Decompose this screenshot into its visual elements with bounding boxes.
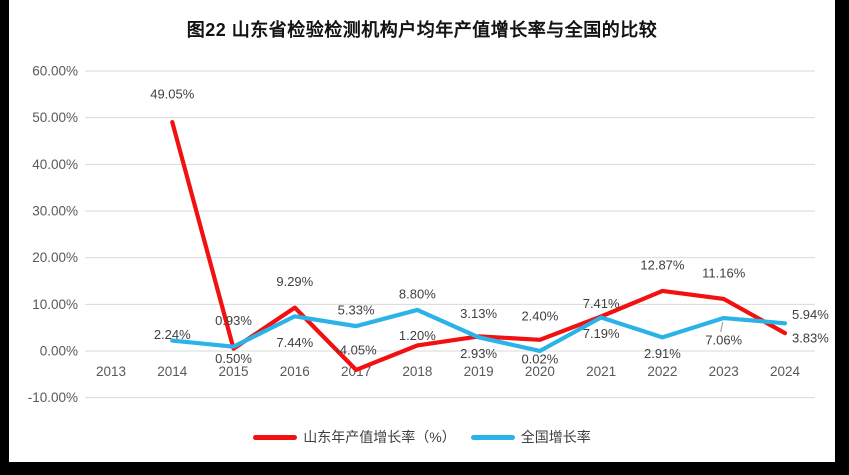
screen-edge-bottom-bar [0, 462, 849, 475]
y-axis-tick-label: 50.00% [32, 110, 78, 125]
x-axis-tick-label: 2015 [219, 364, 249, 379]
data-label: 7.44% [276, 335, 313, 350]
legend-item-national: 全国增长率 [470, 427, 591, 447]
x-axis-tick-label: 2016 [280, 364, 310, 379]
data-label: 7.19% [583, 326, 620, 341]
y-axis-tick-label: -10.00% [28, 390, 78, 405]
data-label: 5.94% [792, 307, 829, 322]
data-label: -4.05% [335, 342, 377, 357]
data-label: 2.91% [644, 346, 681, 361]
legend-swatch-shandong-line [253, 434, 298, 440]
x-axis-tick-label: 2022 [647, 364, 677, 379]
y-axis-tick-label: 40.00% [32, 157, 78, 172]
screen-edge-left-bar [0, 0, 9, 475]
y-axis-tick-label: 0.00% [40, 344, 78, 359]
data-label: 2.24% [154, 327, 191, 342]
data-label: 49.05% [150, 87, 195, 102]
legend-label-shandong: 山东年产值增长率（%） [303, 429, 456, 445]
data-label: 2.40% [521, 308, 558, 323]
data-label-leader-line [720, 321, 724, 333]
x-axis-tick-label: 2014 [157, 364, 188, 379]
data-label: 0.50% [215, 351, 252, 366]
legend-item-shandong: 山东年产值增长率（%） [253, 427, 456, 447]
chart-legend: 山东年产值增长率（%） 全国增长率 [9, 427, 835, 447]
y-axis-tick-label: 20.00% [32, 250, 78, 265]
data-label: 1.20% [399, 328, 436, 343]
data-label: 3.13% [460, 306, 497, 321]
data-label: 0.93% [215, 313, 252, 328]
data-label: 12.87% [640, 257, 685, 272]
data-label: 8.80% [399, 286, 436, 301]
data-label: 7.41% [583, 296, 620, 311]
legend-swatch-national-line [470, 434, 515, 440]
y-axis-tick-label: 10.00% [32, 297, 78, 312]
series-line-national [170, 307, 788, 354]
data-label: 3.83% [792, 331, 829, 346]
data-label: 9.29% [276, 274, 313, 289]
y-axis-tick-label: 30.00% [32, 204, 78, 219]
x-axis-tick-label: 2018 [402, 364, 432, 379]
data-label: 7.06% [705, 333, 742, 348]
data-label: 0.02% [521, 351, 558, 366]
chart-title: 图22 山东省检验检测机构户均年产值增长率与全国的比较 [186, 20, 658, 40]
data-label: 11.16% [702, 265, 746, 280]
x-axis-tick-label: 2024 [770, 364, 801, 379]
x-axis-tick-label: 2020 [525, 364, 555, 379]
x-axis-tick-label: 2023 [709, 364, 739, 379]
x-axis-tick-label: 2013 [96, 364, 126, 379]
x-axis-tick-label: 2021 [586, 364, 616, 379]
y-axis-tick-label: 60.00% [32, 64, 78, 79]
screen-edge-right-bar [835, 0, 849, 475]
x-axis-tick-label: 2019 [464, 364, 494, 379]
legend-label-national: 全国增长率 [520, 429, 591, 445]
data-label: 5.33% [338, 303, 375, 318]
data-label: 2.93% [460, 346, 497, 361]
